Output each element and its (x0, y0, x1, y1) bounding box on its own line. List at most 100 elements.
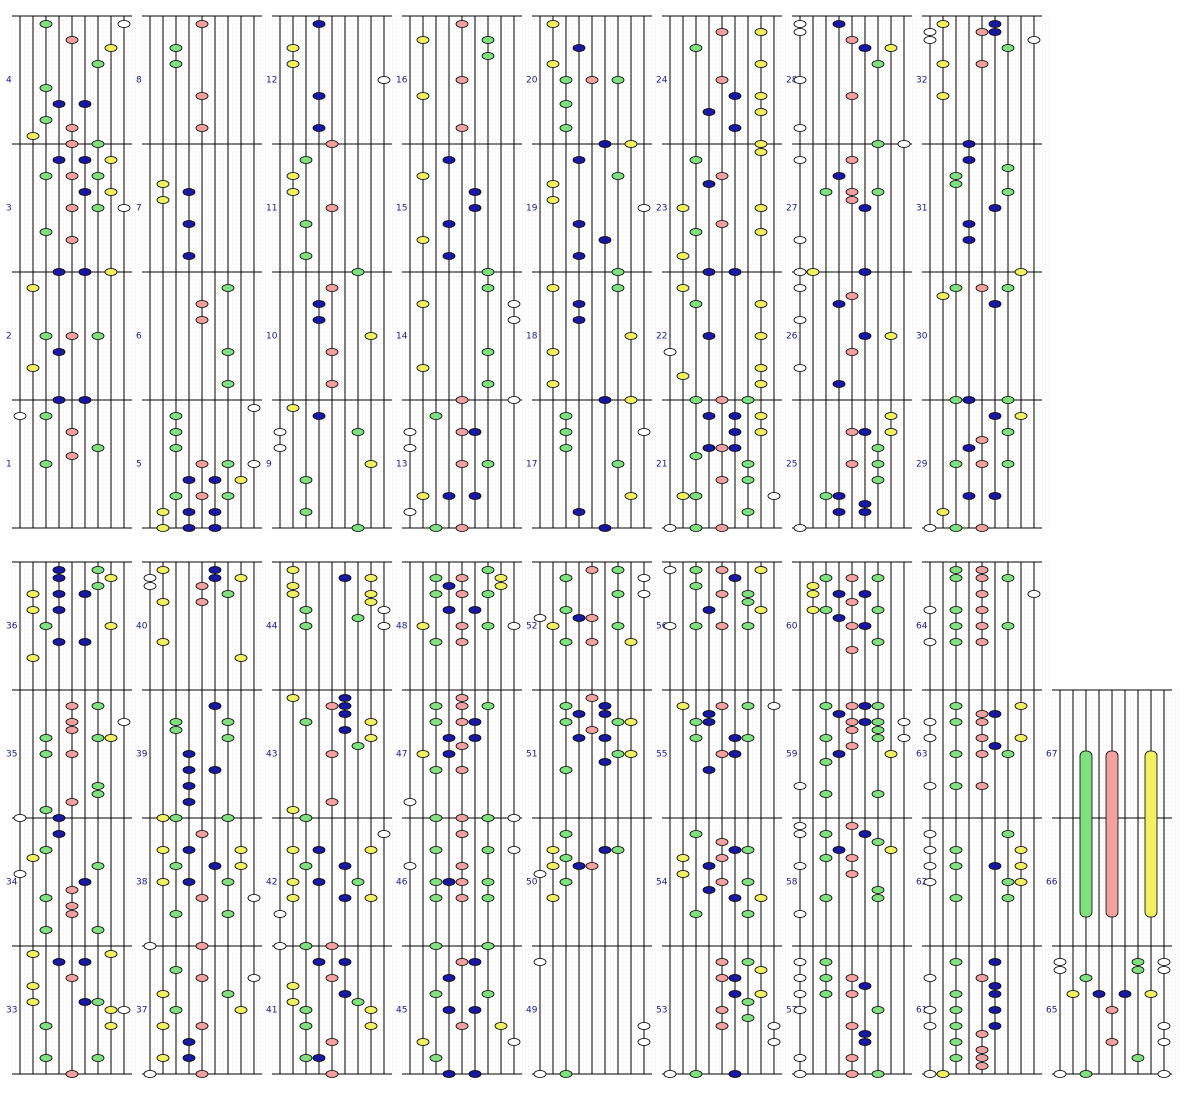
note (806, 590, 820, 598)
note (923, 734, 937, 742)
note (39, 228, 53, 236)
note (975, 622, 989, 630)
note (1157, 966, 1171, 974)
note (208, 476, 222, 484)
note (663, 348, 677, 356)
note (78, 396, 92, 404)
note (923, 846, 937, 854)
note (1001, 750, 1015, 758)
note (741, 702, 755, 710)
note (546, 894, 560, 902)
note (741, 508, 755, 516)
note (715, 702, 729, 710)
note (624, 718, 638, 726)
measure-number: 33 (6, 1006, 17, 1016)
note (871, 460, 885, 468)
note (988, 958, 1002, 966)
note (715, 974, 729, 982)
measure-number: 63 (916, 750, 927, 760)
measure-number: 53 (656, 1006, 667, 1016)
note (1157, 958, 1171, 966)
note (832, 614, 846, 622)
note (299, 1054, 313, 1062)
note (715, 958, 729, 966)
note (169, 910, 183, 918)
note (1001, 284, 1015, 292)
note (871, 838, 885, 846)
note (325, 942, 339, 950)
note (819, 790, 833, 798)
note (182, 878, 196, 886)
note (988, 982, 1002, 990)
note (442, 974, 456, 982)
note (741, 910, 755, 918)
note (468, 1006, 482, 1014)
measure-number: 32 (916, 76, 927, 86)
note (624, 396, 638, 404)
note (286, 982, 300, 990)
note (988, 300, 1002, 308)
note (741, 622, 755, 630)
note (871, 444, 885, 452)
note (1027, 590, 1041, 598)
note (429, 574, 443, 582)
note (1144, 990, 1158, 998)
note (689, 452, 703, 460)
measure-number: 3 (6, 204, 12, 214)
note (728, 412, 742, 420)
note (702, 862, 716, 870)
note (429, 702, 443, 710)
note (624, 332, 638, 340)
note (793, 910, 807, 918)
note (364, 590, 378, 598)
note (754, 92, 768, 100)
note (78, 100, 92, 108)
note (455, 862, 469, 870)
note (949, 524, 963, 532)
note (845, 188, 859, 196)
note (949, 1054, 963, 1062)
note (858, 702, 872, 710)
note (65, 124, 79, 132)
note (819, 702, 833, 710)
note (923, 974, 937, 982)
note (845, 622, 859, 630)
note (299, 718, 313, 726)
note (52, 396, 66, 404)
note (39, 1054, 53, 1062)
note (416, 172, 430, 180)
note (767, 492, 781, 500)
note (741, 846, 755, 854)
note (156, 524, 170, 532)
note (351, 878, 365, 886)
note (481, 460, 495, 468)
note (481, 52, 495, 60)
note (481, 566, 495, 574)
note (715, 750, 729, 758)
note (702, 766, 716, 774)
note (611, 718, 625, 726)
note (208, 566, 222, 574)
note (559, 718, 573, 726)
note (793, 1006, 807, 1014)
note (65, 702, 79, 710)
note (65, 36, 79, 44)
note (169, 412, 183, 420)
note (611, 460, 625, 468)
note (403, 428, 417, 436)
note (611, 268, 625, 276)
note (416, 236, 430, 244)
note (169, 44, 183, 52)
measure-number: 60 (786, 622, 798, 632)
note (689, 830, 703, 838)
note (143, 942, 157, 950)
note (819, 958, 833, 966)
note (468, 606, 482, 614)
note (169, 726, 183, 734)
note (845, 196, 859, 204)
note (156, 814, 170, 822)
measure-number: 24 (656, 76, 668, 86)
note (65, 428, 79, 436)
note (468, 188, 482, 196)
note (741, 998, 755, 1006)
